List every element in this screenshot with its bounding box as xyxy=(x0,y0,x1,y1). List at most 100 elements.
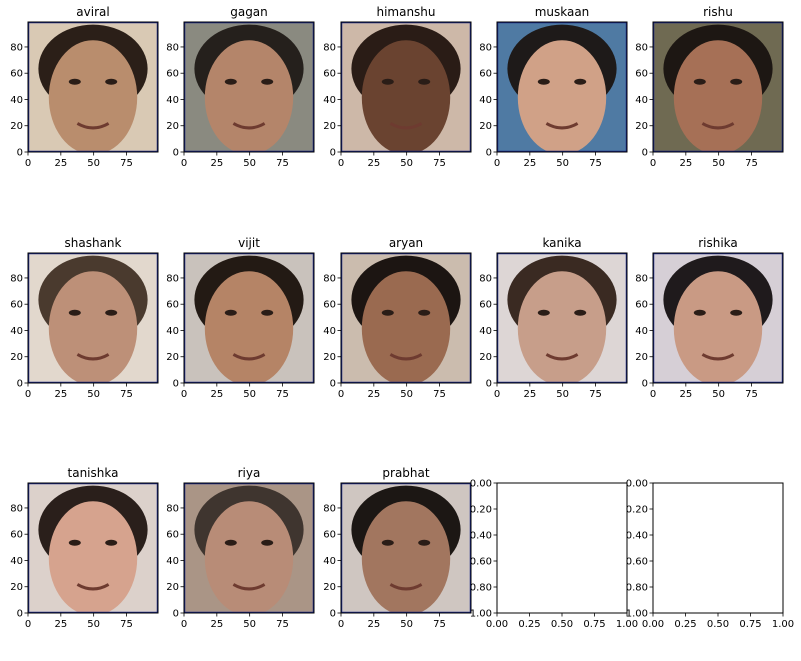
panel-riya: riya 0 25 50 75 0 20 40 60 80 xyxy=(166,466,315,630)
y-tick-label: 0.20 xyxy=(626,505,648,516)
eye-left xyxy=(381,309,394,316)
x-tick-label: 25 xyxy=(367,389,380,400)
x-tick-label: 0 xyxy=(25,619,31,630)
panel-title: shashank xyxy=(65,236,122,250)
y-tick-label: 0 xyxy=(173,609,179,620)
y-tick-label: 0 xyxy=(642,148,648,159)
eye-left xyxy=(68,78,81,85)
x-tick-label: 0 xyxy=(650,389,656,400)
panel-empty-13: 0.00 0.25 0.50 0.75 1.000.000.200.400.600.80… xyxy=(470,479,638,631)
panel-title: muskaan xyxy=(535,5,590,19)
y-tick-label: 80 xyxy=(166,42,179,53)
x-tick-label: 50 xyxy=(556,389,569,400)
panel-vijit: vijit 0 25 50 75 0 20 40 60 80 xyxy=(166,236,315,400)
face-image xyxy=(497,253,627,383)
y-tick-label: 60 xyxy=(166,300,179,311)
x-tick-label: 75 xyxy=(433,389,446,400)
x-tick-label: 25 xyxy=(210,619,223,630)
x-tick-label: 75 xyxy=(120,158,133,169)
x-tick-label: 50 xyxy=(400,158,413,169)
face xyxy=(673,271,763,383)
eye-left xyxy=(68,309,81,316)
panel-rishu: rishu 0 25 50 75 0 20 40 60 80 xyxy=(635,5,784,169)
y-tick-label: 1.00 xyxy=(626,609,648,620)
y-tick-label: 80 xyxy=(10,273,23,284)
face-image xyxy=(341,253,471,383)
y-tick-label: 20 xyxy=(10,352,23,363)
y-tick-label: 80 xyxy=(10,42,23,53)
panel-title: aviral xyxy=(76,5,109,19)
y-tick-label: 60 xyxy=(323,300,336,311)
x-tick-label: 50 xyxy=(400,389,413,400)
y-tick-label: 60 xyxy=(10,300,23,311)
eye-right xyxy=(730,78,743,85)
y-tick-label: 40 xyxy=(479,326,492,337)
eye-left xyxy=(224,78,237,85)
face-image xyxy=(341,22,471,152)
y-tick-label: 80 xyxy=(323,503,336,514)
x-tick-label: 50 xyxy=(87,619,100,630)
y-tick-label: 40 xyxy=(10,95,23,106)
y-tick-label: 80 xyxy=(479,42,492,53)
mouth xyxy=(232,353,266,361)
x-tick-label: 0.25 xyxy=(674,619,696,630)
x-tick-label: 1.00 xyxy=(616,619,638,630)
y-tick-label: 40 xyxy=(166,95,179,106)
y-tick-label: 80 xyxy=(479,273,492,284)
face-image xyxy=(28,22,158,152)
y-tick-label: 40 xyxy=(323,556,336,567)
y-tick-label: 0 xyxy=(486,148,492,159)
x-tick-label: 25 xyxy=(523,389,536,400)
y-tick-label: 0 xyxy=(17,379,23,390)
y-tick-label: 0.20 xyxy=(470,505,492,516)
y-tick-label: 0.00 xyxy=(470,479,492,490)
x-tick-label: 0.50 xyxy=(551,619,573,630)
y-tick-label: 80 xyxy=(10,503,23,514)
x-tick-label: 0.00 xyxy=(486,619,508,630)
axes-frame xyxy=(652,21,784,153)
mouth xyxy=(389,583,423,591)
x-tick-label: 50 xyxy=(712,389,725,400)
y-tick-label: 20 xyxy=(166,121,179,132)
y-tick-label: 0.40 xyxy=(470,531,492,542)
y-tick-label: 40 xyxy=(166,326,179,337)
face xyxy=(48,271,138,383)
mouth xyxy=(545,122,579,130)
panel-tanishka: tanishka 0 25 50 75 0 20 40 60 80 xyxy=(10,466,159,630)
y-tick-label: 80 xyxy=(323,42,336,53)
eye-right xyxy=(261,309,274,316)
x-tick-label: 50 xyxy=(87,389,100,400)
x-tick-label: 25 xyxy=(210,158,223,169)
y-tick-label: 0.40 xyxy=(626,531,648,542)
panel-rishika: rishika 0 25 50 75 0 20 40 60 80 xyxy=(635,236,784,400)
mouth xyxy=(389,122,423,130)
y-tick-label: 40 xyxy=(166,556,179,567)
y-tick-label: 0 xyxy=(486,379,492,390)
eye-left xyxy=(537,78,550,85)
x-tick-label: 25 xyxy=(54,389,67,400)
face xyxy=(673,40,763,152)
eye-left xyxy=(537,309,550,316)
panel-title: gagan xyxy=(230,5,268,19)
mouth xyxy=(545,353,579,361)
panel-gagan: gagan 0 25 50 75 0 20 40 60 80 xyxy=(166,5,315,169)
x-tick-label: 75 xyxy=(276,389,289,400)
y-tick-label: 0 xyxy=(330,379,336,390)
x-tick-label: 0.75 xyxy=(739,619,761,630)
axes-frame xyxy=(496,252,628,384)
eye-right xyxy=(574,309,587,316)
panel-title: riya xyxy=(238,466,261,480)
x-tick-label: 25 xyxy=(523,158,536,169)
eye-right xyxy=(730,309,743,316)
x-tick-label: 75 xyxy=(745,158,758,169)
y-tick-label: 80 xyxy=(166,503,179,514)
panel-title: rishu xyxy=(703,5,733,19)
y-tick-label: 20 xyxy=(635,352,648,363)
y-tick-label: 0 xyxy=(330,609,336,620)
panel-title: tanishka xyxy=(68,466,119,480)
eye-right xyxy=(105,539,118,546)
x-tick-label: 50 xyxy=(87,158,100,169)
mouth xyxy=(232,122,266,130)
mouth xyxy=(701,122,735,130)
y-tick-label: 0 xyxy=(173,148,179,159)
